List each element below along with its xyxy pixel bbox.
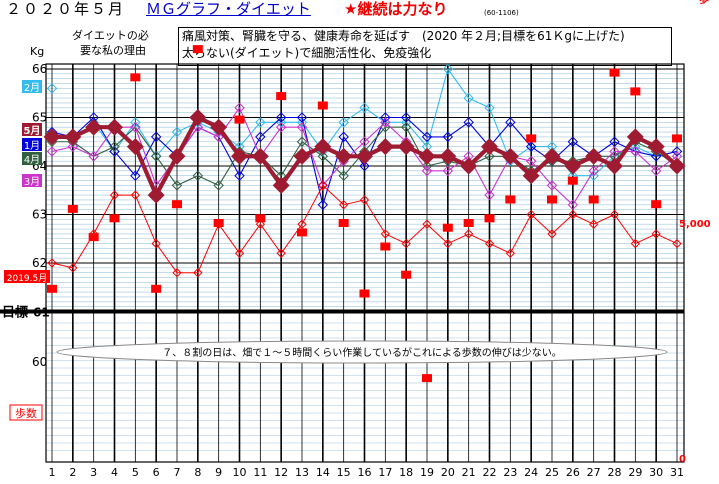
goal-label: 目標: [2, 305, 28, 321]
steps-marker: [380, 243, 390, 251]
steps-marker: [610, 69, 620, 77]
steps-marker: [151, 285, 161, 293]
day-label: 26: [566, 466, 580, 479]
day-label: 24: [524, 466, 538, 479]
steps-note-text: ７、８割の日は、畑で１～５時間くらい作業しているがこれによる歩数の伸びは少ない。: [162, 346, 561, 359]
day-label: 17: [378, 466, 392, 479]
weight-tick-label: 62: [32, 256, 47, 270]
legend-label-y2019: 2019.5月: [7, 273, 48, 284]
steps-marker: [235, 116, 245, 124]
steps-marker: [339, 219, 349, 227]
point-may: [565, 158, 581, 174]
legend-label-jan: 1月: [24, 140, 40, 152]
day-label: 20: [441, 466, 455, 479]
steps-marker: [464, 219, 474, 227]
point-may: [86, 119, 102, 135]
point-may: [419, 149, 435, 165]
steps-marker: [318, 102, 328, 110]
day-label: 18: [399, 466, 413, 479]
steps-marker: [214, 219, 224, 227]
weight-tick-label: 65: [32, 111, 47, 125]
point-may: [336, 149, 352, 165]
day-label: 16: [358, 466, 372, 479]
day-label: 14: [316, 466, 330, 479]
steps-marker: [360, 290, 370, 298]
day-label: 27: [587, 466, 601, 479]
legend-label-feb: 2月: [24, 82, 40, 94]
steps-marker: [422, 374, 432, 382]
steps-panel-tick-label: 60: [32, 355, 47, 369]
steps-marker: [672, 134, 682, 142]
day-label: 3: [90, 466, 97, 479]
steps-marker: [526, 134, 536, 142]
day-label: 1: [49, 466, 56, 479]
steps-marker: [89, 233, 99, 241]
steps-marker: [172, 200, 182, 208]
day-label: 19: [420, 466, 434, 479]
steps-legend-label: 歩数: [15, 406, 37, 420]
steps-marker: [568, 177, 578, 185]
point-may: [148, 187, 164, 203]
steps-unit-label: 歩: [699, 0, 709, 6]
weight-tick-label: 66: [32, 62, 47, 76]
steps-marker: [651, 200, 661, 208]
day-label: 13: [295, 466, 309, 479]
steps-marker: [47, 285, 57, 293]
steps-marker: [505, 196, 515, 204]
steps-marker: [297, 228, 307, 236]
point-may: [440, 149, 456, 165]
day-label: 7: [174, 466, 181, 479]
steps-marker: [589, 196, 599, 204]
day-label: 10: [233, 466, 247, 479]
day-label: 12: [274, 466, 288, 479]
day-label: 6: [153, 466, 160, 479]
steps-marker: [276, 92, 286, 100]
day-label: 8: [194, 466, 201, 479]
legend-label-mar: 3月: [24, 176, 40, 188]
point-may: [586, 149, 602, 165]
day-label: 11: [253, 466, 267, 479]
day-label: 25: [545, 466, 559, 479]
day-label: 2: [69, 466, 76, 479]
steps-marker: [110, 214, 120, 222]
point-may: [378, 139, 394, 155]
steps-marker: [630, 87, 640, 95]
steps-marker: [547, 196, 557, 204]
goal-value: 61: [33, 306, 50, 320]
day-label: 4: [111, 466, 118, 479]
day-label: 31: [670, 466, 684, 479]
steps-marker: [255, 214, 265, 222]
steps-marker: [485, 214, 495, 222]
point-may: [357, 149, 373, 165]
day-label: 30: [649, 466, 663, 479]
legend-label-may: 5月: [24, 125, 41, 137]
day-label: 9: [215, 466, 222, 479]
weight-tick-label: 63: [32, 208, 47, 222]
day-label: 29: [628, 466, 642, 479]
steps-tick-label: 5,000: [679, 219, 711, 230]
day-label: 22: [483, 466, 497, 479]
steps-marker: [68, 205, 78, 213]
legend-label-apr: 4月: [24, 154, 40, 166]
point-may: [398, 139, 414, 155]
day-label: 21: [462, 466, 476, 479]
day-label: 28: [608, 466, 622, 479]
steps-tick-label: 0: [679, 454, 686, 465]
steps-marker: [130, 73, 140, 81]
point-may: [190, 110, 206, 126]
day-label: 5: [132, 466, 139, 479]
steps-marker: [401, 271, 411, 279]
steps-marker: [193, 45, 203, 53]
day-label: 15: [337, 466, 351, 479]
day-label: 23: [503, 466, 517, 479]
steps-marker: [443, 224, 453, 232]
